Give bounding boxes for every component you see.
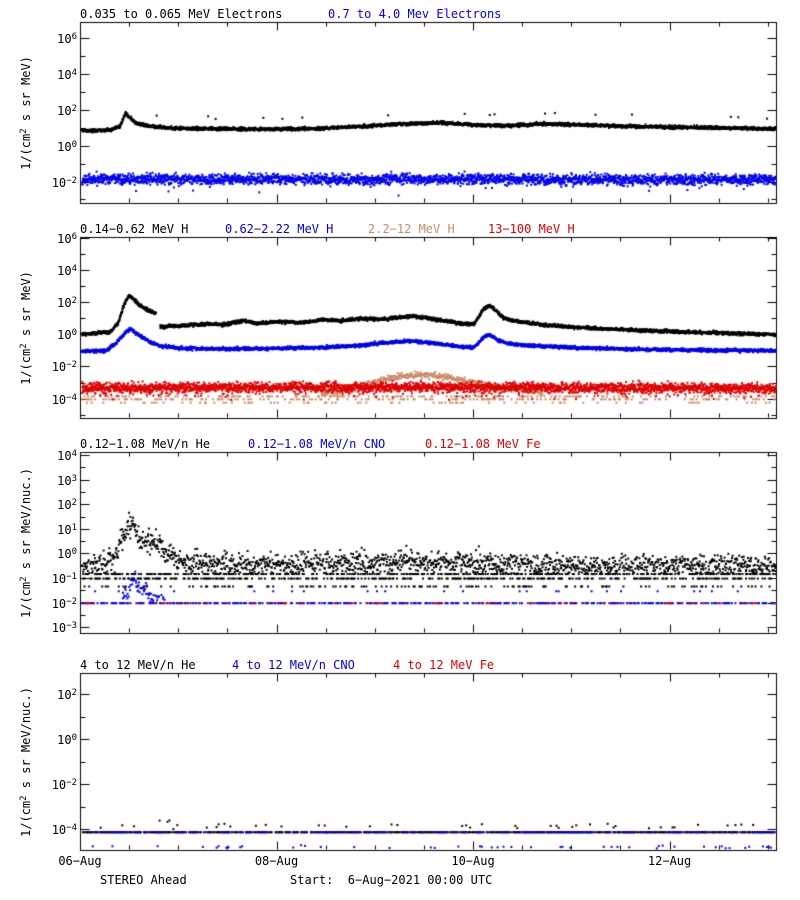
panel2-legend-2: 0.62−2.22 MeV H — [225, 222, 334, 236]
panel1-legend-1: 0.035 to 0.065 MeV Electrons — [80, 7, 283, 21]
caption-start-time: Start: 6−Aug−2021 00:00 UTC — [290, 873, 493, 887]
x-tick-label: 08−Aug — [254, 854, 299, 868]
panel4-legend-1: 4 to 12 MeV/n He — [80, 658, 196, 672]
panel3-ytick-label: 10−3 — [51, 621, 77, 636]
panel1-ytick-label: 106 — [57, 32, 77, 47]
panel2-legend-1: 0.14−0.62 MeV H — [80, 222, 189, 236]
panel2-legend-3: 2.2−12 MeV H — [368, 222, 455, 236]
panel4-legend-3: 4 to 12 MeV Fe — [393, 658, 495, 672]
x-tick-label: 10−Aug — [451, 854, 495, 868]
panel2-ytick-label: 10−2 — [51, 360, 77, 375]
panel4-legend-2: 4 to 12 MeV/n CNO — [232, 658, 355, 672]
x-tick-label: 06−Aug — [58, 854, 102, 868]
panel2-ytick-label: 102 — [57, 296, 77, 311]
panel4-ytick-label: 10−4 — [51, 823, 77, 838]
panel2-legend-4: 13−100 MeV H — [488, 222, 575, 236]
panel3-ytick-label: 100 — [57, 547, 77, 562]
panel3-legend-2: 0.12−1.08 MeV/n CNO — [248, 437, 386, 451]
panel3-legend-3: 0.12−1.08 MeV Fe — [425, 437, 541, 451]
panel1-ytick-label: 100 — [57, 139, 77, 154]
panel2-y-axis-title: 1/(cm2 s sr MeV) — [19, 270, 33, 385]
panel4-y-axis-title: 1/(cm2 s sr MeV/nuc.) — [19, 686, 33, 837]
panel4-ytick-label: 10−2 — [51, 778, 77, 793]
panel2-ytick-label: 106 — [57, 231, 77, 246]
panel2-ytick-label: 104 — [57, 263, 77, 278]
panel1-legend-2: 0.7 to 4.0 Mev Electrons — [328, 7, 502, 21]
panel3-legend-1: 0.12−1.08 MeV/n He — [80, 437, 211, 451]
panel3-ytick-label: 101 — [57, 522, 77, 537]
panel2-ytick-label: 10−4 — [51, 392, 77, 407]
panel3-ytick-label: 104 — [57, 448, 77, 463]
panel3-y-axis-title: 1/(cm2 s sr MeV/nuc.) — [19, 467, 33, 618]
panel3-ytick-label: 102 — [57, 498, 77, 513]
panel1-ytick-label: 10−2 — [51, 175, 77, 190]
panel4-ytick-label: 102 — [57, 688, 77, 703]
caption-spacecraft: STEREO Ahead — [100, 873, 187, 887]
panel3-ytick-label: 10−1 — [51, 572, 77, 587]
panel3-ytick-label: 10−2 — [51, 596, 77, 611]
x-tick-label: 12−Aug — [647, 854, 692, 868]
panel2-ytick-label: 100 — [57, 328, 77, 343]
panel4-ytick-label: 100 — [57, 733, 77, 748]
panel1-ytick-label: 104 — [57, 68, 77, 83]
panel1-ytick-label: 102 — [57, 103, 77, 118]
panel3-ytick-label: 103 — [57, 473, 77, 488]
panel1-y-axis-title: 1/(cm2 s sr MeV) — [19, 55, 33, 170]
